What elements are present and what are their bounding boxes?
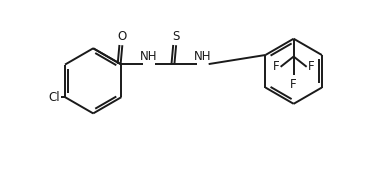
Text: F: F: [290, 78, 297, 91]
Text: NH: NH: [194, 50, 212, 63]
Text: S: S: [173, 30, 180, 43]
Text: F: F: [273, 60, 279, 73]
Text: Cl: Cl: [48, 91, 60, 104]
Text: F: F: [308, 60, 315, 73]
Text: O: O: [118, 30, 127, 43]
Text: NH: NH: [140, 50, 158, 63]
